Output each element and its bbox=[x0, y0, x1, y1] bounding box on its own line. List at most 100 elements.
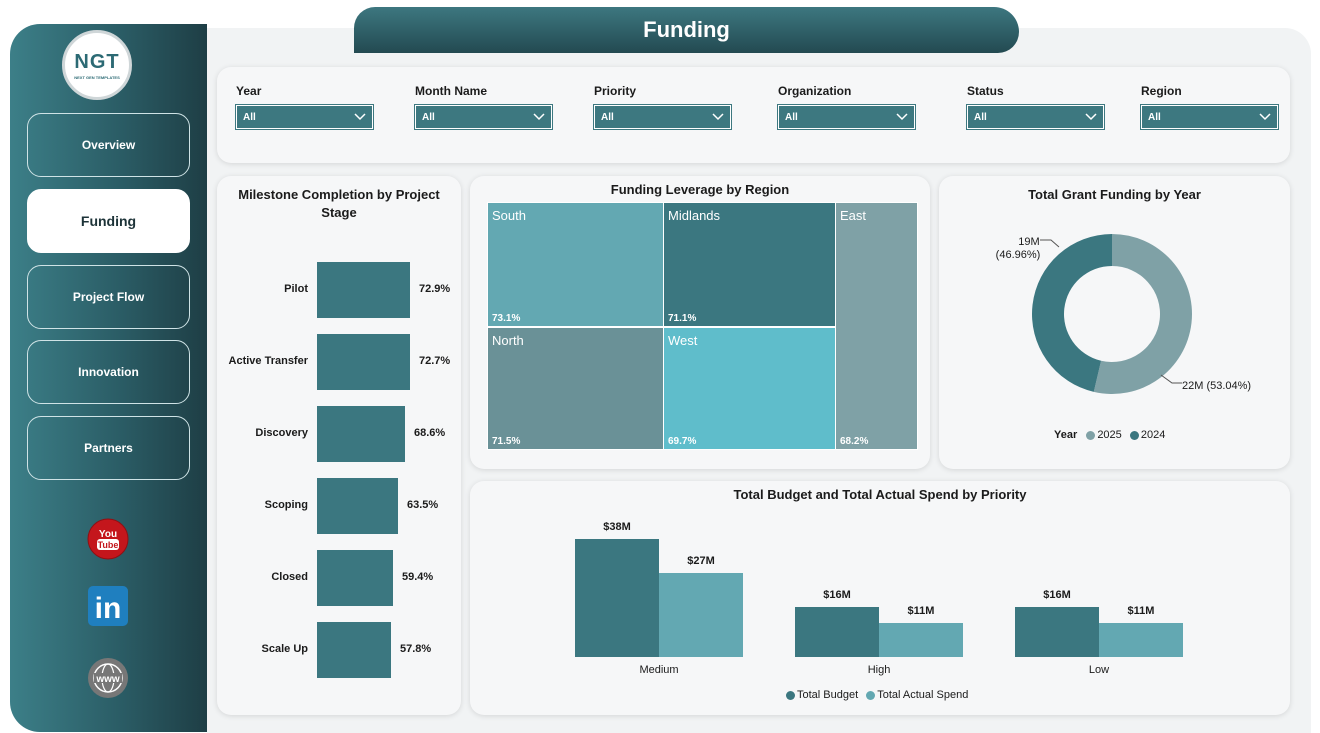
logo-subtext: NEXT GEN TEMPLATES bbox=[74, 74, 120, 80]
milestone-chart-card: Milestone Completion by Project Stage Pi… bbox=[217, 176, 461, 715]
treemap-cell-west[interactable]: West 69.7% bbox=[663, 327, 836, 450]
youtube-icon[interactable]: You Tube bbox=[87, 518, 129, 560]
budget-bar[interactable] bbox=[575, 539, 659, 657]
category-axis-label: Medium bbox=[639, 664, 678, 676]
bar-value-label: 72.9% bbox=[419, 283, 451, 295]
treemap-cell-north[interactable]: North 71.5% bbox=[487, 327, 664, 450]
region-name: Midlands bbox=[668, 208, 721, 223]
donut-slice-2025[interactable] bbox=[1093, 234, 1192, 394]
milestone-bar[interactable] bbox=[317, 622, 391, 678]
bar-value-label: $11M bbox=[1128, 605, 1155, 617]
chart-title: Funding Leverage by Region bbox=[610, 182, 790, 197]
priority-dropdown[interactable]: All bbox=[593, 104, 732, 130]
filter-label: Year bbox=[236, 84, 262, 98]
leader-line-2025 bbox=[1160, 374, 1182, 384]
milestone-bar[interactable] bbox=[317, 550, 393, 606]
filter-status: Status All bbox=[966, 84, 1105, 130]
budget-spend-chart-card: Total Budget and Total Actual Spend by P… bbox=[470, 481, 1290, 715]
linkedin-icon[interactable]: in bbox=[87, 585, 129, 627]
milestone-bar[interactable] bbox=[317, 334, 410, 390]
filter-label: Organization bbox=[778, 84, 852, 98]
month-dropdown[interactable]: All bbox=[414, 104, 553, 130]
chevron-down-icon bbox=[896, 113, 908, 121]
dropdown-value: All bbox=[1148, 111, 1161, 123]
region-value: 73.1% bbox=[492, 313, 521, 324]
year-dropdown[interactable]: All bbox=[235, 104, 374, 130]
category-axis-label: Low bbox=[1089, 664, 1109, 676]
filter-label: Month Name bbox=[415, 84, 487, 98]
budget-bar[interactable] bbox=[1015, 607, 1099, 657]
donut-slice-2024[interactable] bbox=[1032, 234, 1112, 392]
treemap-card: Funding Leverage by Region South 73.1% M… bbox=[470, 176, 930, 469]
donut-label-2024: 19M bbox=[1012, 235, 1046, 249]
bar-category-label: Pilot bbox=[284, 283, 308, 295]
nav-partners-button[interactable]: Partners bbox=[27, 416, 190, 480]
nav-funding-button[interactable]: Funding bbox=[27, 189, 190, 253]
dropdown-value: All bbox=[974, 111, 987, 123]
treemap-cell-midlands[interactable]: Midlands 71.1% bbox=[663, 202, 836, 327]
legend-dot-budget bbox=[786, 690, 795, 700]
region-value: 69.7% bbox=[668, 436, 697, 447]
chevron-down-icon bbox=[354, 113, 366, 121]
bar-value-label: 68.6% bbox=[414, 427, 446, 439]
chart-title: Milestone Completion by Project Stage bbox=[238, 187, 440, 220]
donut-legend: Year 2025 2024 bbox=[1054, 429, 1165, 441]
spend-bar[interactable] bbox=[659, 573, 743, 657]
brand-logo[interactable]: NGT NEXT GEN TEMPLATES bbox=[62, 30, 132, 100]
nav-overview-button[interactable]: Overview bbox=[27, 113, 190, 177]
category-axis-label: High bbox=[868, 664, 891, 676]
nav-project-flow-button[interactable]: Project Flow bbox=[27, 265, 190, 329]
chevron-down-icon bbox=[1259, 113, 1271, 121]
sidebar: NGT NEXT GEN TEMPLATES Overview Funding … bbox=[10, 24, 207, 732]
status-dropdown[interactable]: All bbox=[966, 104, 1105, 130]
dropdown-value: All bbox=[422, 111, 435, 123]
region-value: 71.1% bbox=[668, 313, 697, 324]
logo-text: NGT bbox=[74, 50, 120, 73]
filter-label: Region bbox=[1141, 84, 1182, 98]
svg-text:Tube: Tube bbox=[98, 540, 119, 550]
filter-label: Status bbox=[967, 84, 1004, 98]
treemap-cell-east[interactable]: East 68.2% bbox=[835, 202, 918, 450]
chart-title: Total Budget and Total Actual Spend by P… bbox=[733, 487, 1027, 502]
chart-title: Total Grant Funding by Year bbox=[1028, 187, 1201, 202]
chevron-down-icon bbox=[1085, 113, 1097, 121]
legend-dot-2024 bbox=[1129, 430, 1139, 440]
bar-category-label: Closed bbox=[271, 571, 308, 583]
milestone-bar[interactable] bbox=[317, 262, 410, 318]
region-name: East bbox=[840, 208, 867, 223]
spend-bar[interactable] bbox=[1099, 623, 1183, 657]
dropdown-value: All bbox=[785, 111, 798, 123]
legend-label: 2024 bbox=[1140, 429, 1166, 441]
legend-label: Total Actual Spend bbox=[877, 689, 969, 701]
filter-organization: Organization All bbox=[777, 84, 916, 130]
bar-value-label: $27M bbox=[687, 555, 715, 567]
page-title: Funding bbox=[354, 7, 1019, 53]
bar-value-label: 57.8% bbox=[400, 643, 432, 655]
legend-title: Year bbox=[1054, 429, 1078, 441]
milestone-bar[interactable] bbox=[317, 478, 398, 534]
chevron-down-icon bbox=[533, 113, 545, 121]
filter-label: Priority bbox=[594, 84, 637, 98]
region-value: 71.5% bbox=[492, 436, 521, 447]
region-value: 68.2% bbox=[840, 436, 869, 447]
bar-value-label: $11M bbox=[908, 605, 935, 617]
organization-dropdown[interactable]: All bbox=[777, 104, 916, 130]
bar-value-label: $38M bbox=[603, 521, 631, 533]
budget-bar[interactable] bbox=[795, 607, 879, 657]
svg-text:www: www bbox=[95, 674, 120, 685]
treemap-cell-south[interactable]: South 73.1% bbox=[487, 202, 664, 327]
bar-value-label: $16M bbox=[1043, 589, 1071, 601]
cluster-legend: Total Budget Total Actual Spend bbox=[786, 689, 968, 701]
filter-region: Region All bbox=[1140, 84, 1279, 130]
bar-category-label: Scoping bbox=[264, 499, 308, 511]
region-dropdown[interactable]: All bbox=[1140, 104, 1279, 130]
chevron-down-icon bbox=[712, 113, 724, 121]
donut-chart bbox=[1032, 234, 1192, 394]
leader-line-2024 bbox=[1040, 239, 1060, 248]
donut-label-value: 19M bbox=[1018, 236, 1040, 248]
filter-year: Year All bbox=[235, 84, 374, 130]
nav-innovation-button[interactable]: Innovation bbox=[27, 340, 190, 404]
milestone-bar[interactable] bbox=[317, 406, 405, 462]
spend-bar[interactable] bbox=[879, 623, 963, 657]
website-icon[interactable]: www bbox=[87, 657, 129, 699]
